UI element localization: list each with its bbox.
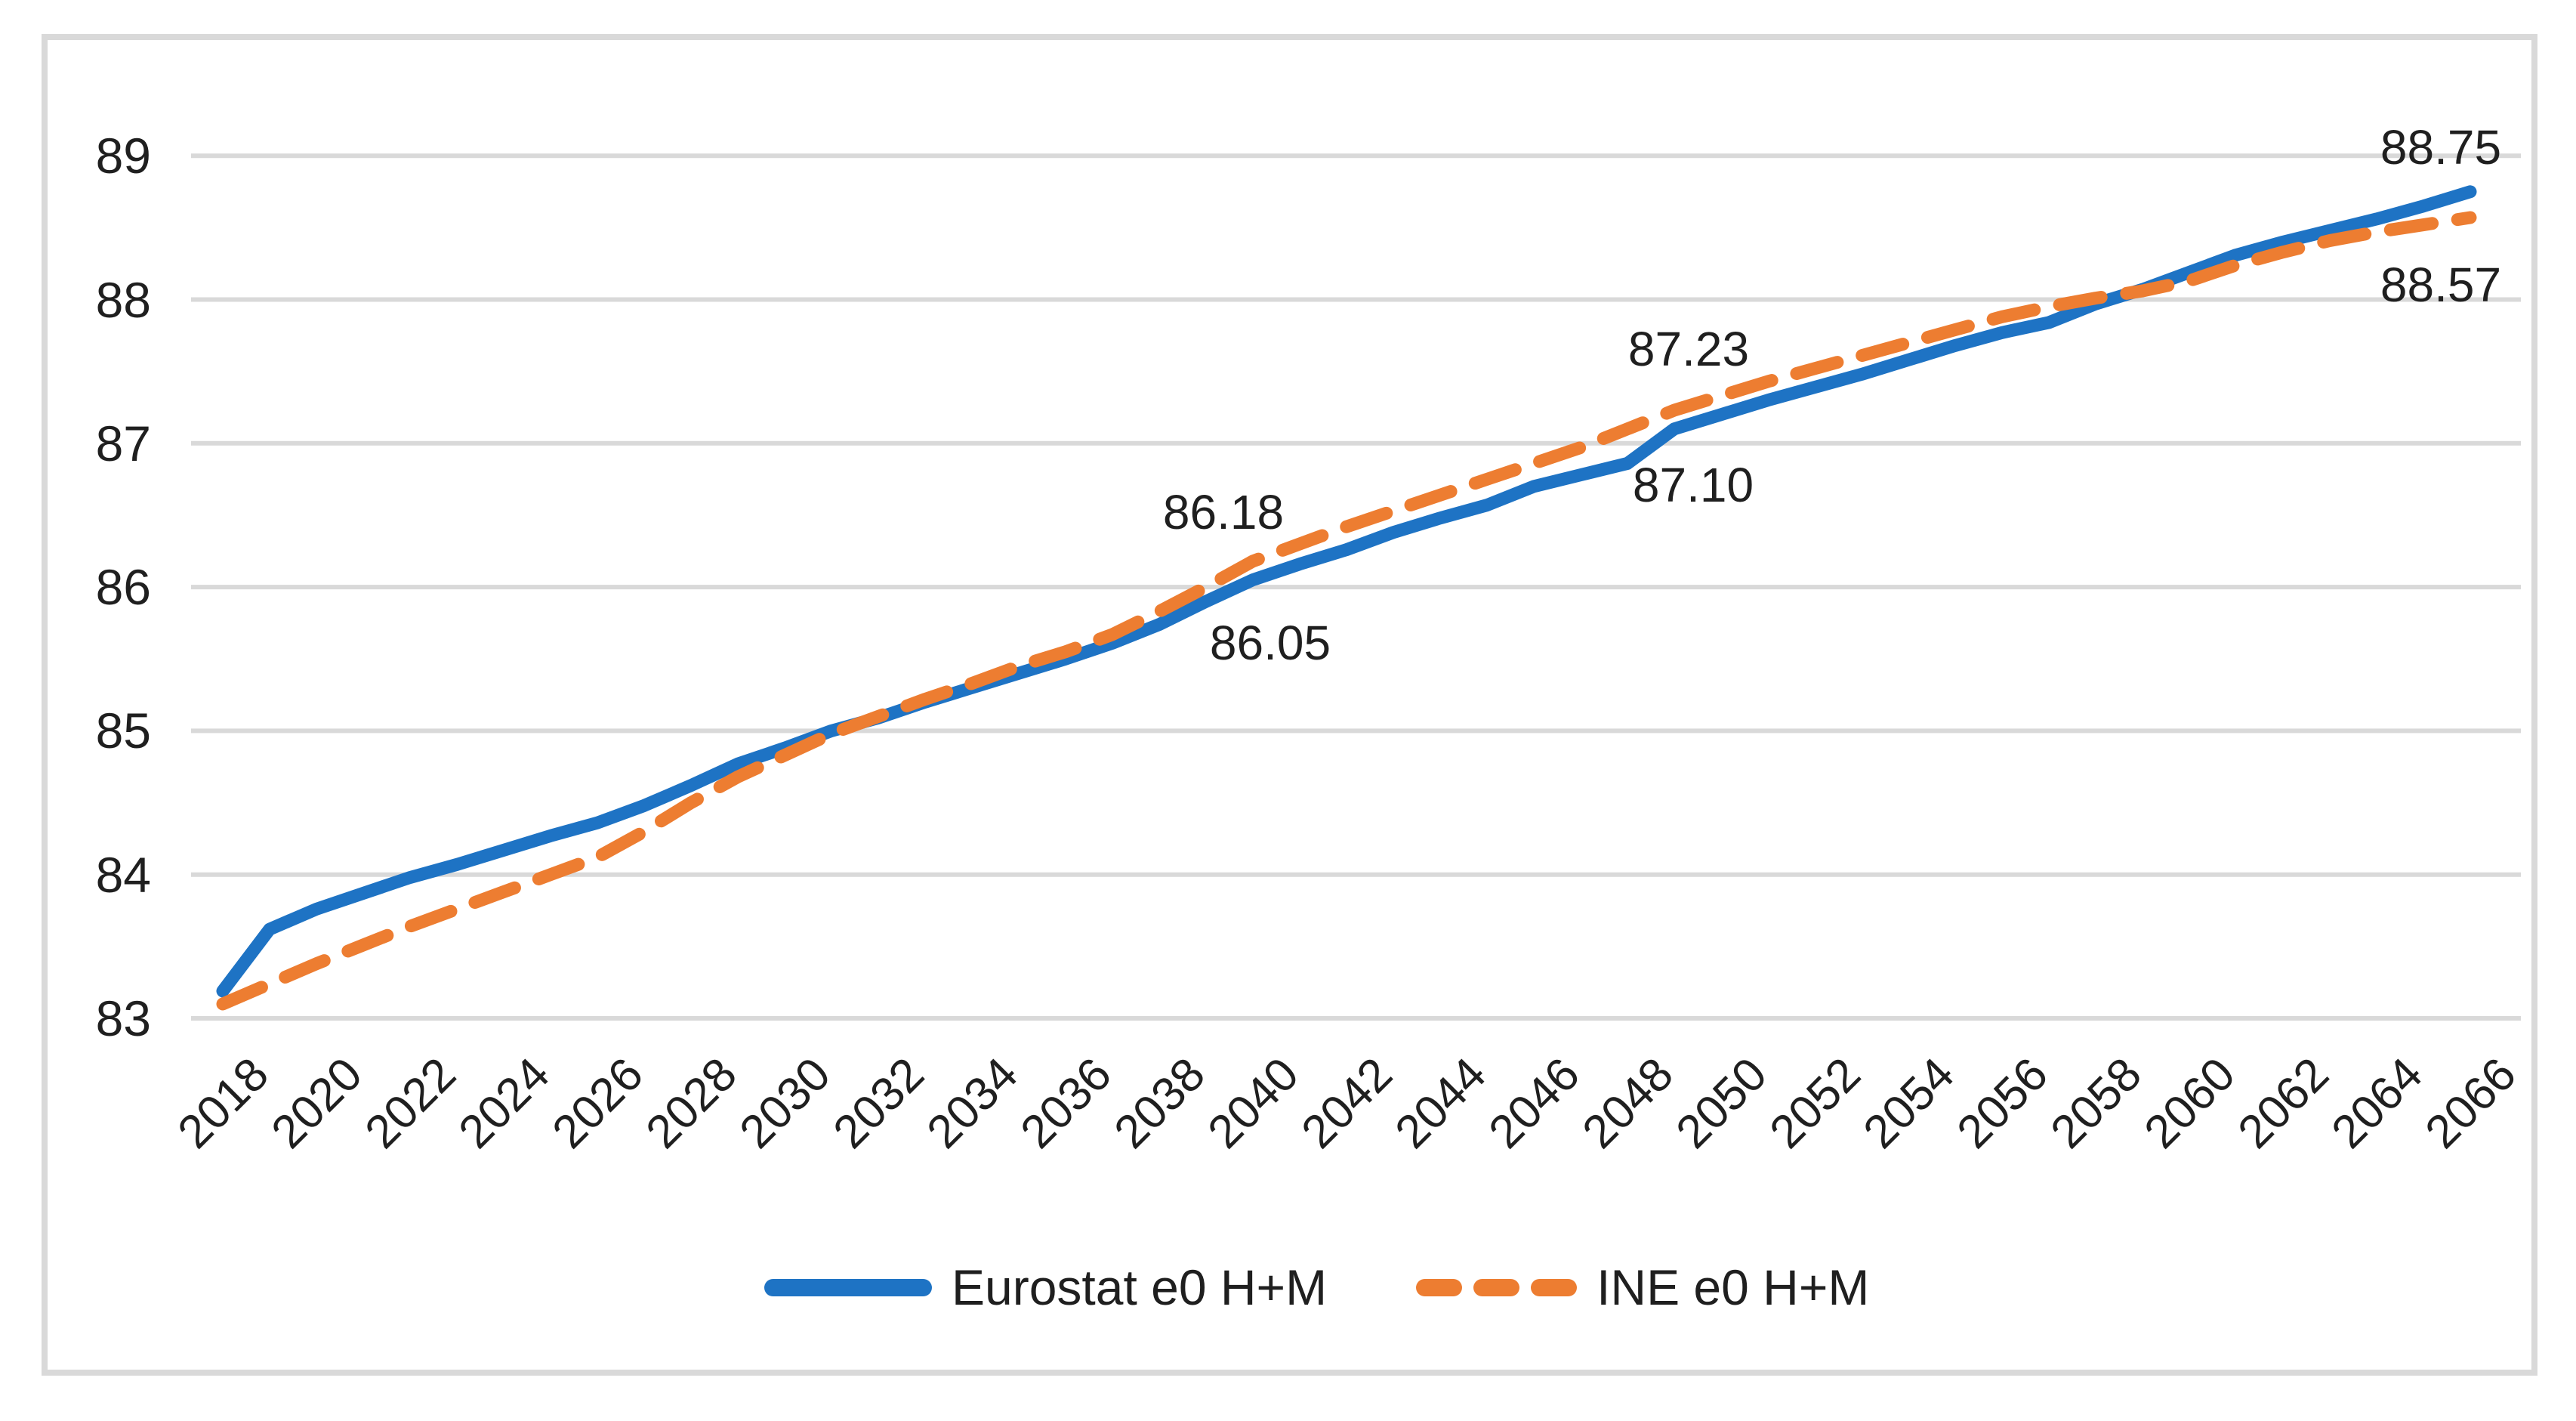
legend-item-eurostat: Eurostat e0 H+M <box>764 1260 1327 1314</box>
data-label: 86.05 <box>1209 616 1331 670</box>
data-label: 88.75 <box>2380 120 2502 175</box>
legend-dash-icon <box>1473 1278 1520 1296</box>
y-axis-tick-label: 88 <box>95 271 151 328</box>
data-label: 88.57 <box>2380 258 2502 312</box>
data-label: 87.23 <box>1627 322 1750 376</box>
data-label: 87.10 <box>1632 458 1754 512</box>
legend-label-eurostat: Eurostat e0 H+M <box>952 1259 1328 1315</box>
y-axis-tick-label: 87 <box>95 415 151 471</box>
y-axis-tick-label: 86 <box>95 559 151 616</box>
data-label: 86.18 <box>1162 485 1285 539</box>
chart-frame <box>42 34 2537 1376</box>
legend-label-ine: INE e0 H+M <box>1597 1259 1870 1315</box>
legend: Eurostat e0 H+M INE e0 H+M <box>764 1260 1869 1314</box>
legend-dash-icon <box>1531 1278 1578 1296</box>
legend-marker-ine-dashes <box>1416 1278 1578 1296</box>
legend-dash-icon <box>1416 1278 1463 1296</box>
series-line-ine <box>216 211 2477 1011</box>
y-axis-tick-label: 83 <box>95 990 151 1046</box>
y-axis-tick-label: 85 <box>95 703 151 759</box>
y-axis-tick-label: 84 <box>95 846 151 903</box>
legend-marker-eurostat-line <box>764 1278 932 1296</box>
legend-item-ine: INE e0 H+M <box>1416 1260 1869 1314</box>
y-axis-tick-label: 89 <box>95 128 151 184</box>
